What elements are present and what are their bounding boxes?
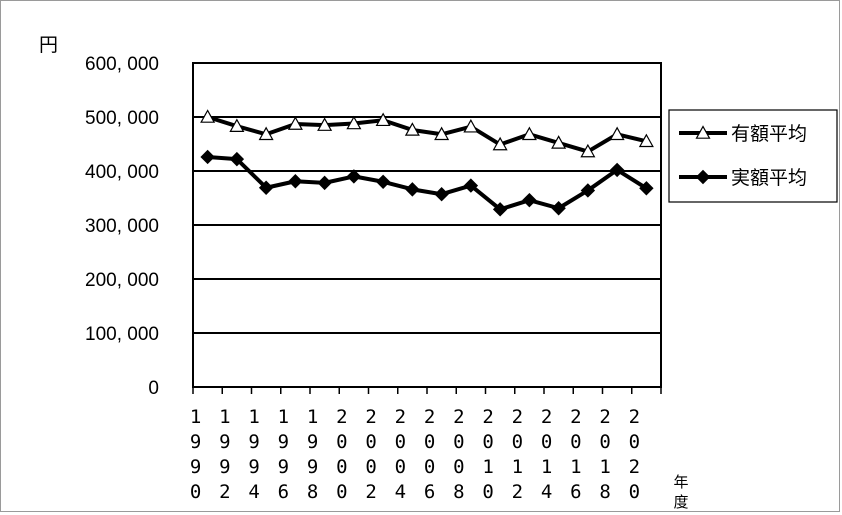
data-point-diamond (463, 178, 479, 193)
data-point-diamond (551, 201, 566, 216)
data-point-diamond (405, 182, 420, 197)
y-tick-label: 600, 000 (85, 54, 159, 75)
data-point-diamond (580, 183, 596, 198)
legend-marker-triangle (695, 125, 711, 139)
series-line-jitsugaku-heikin (207, 154, 648, 212)
data-point-triangle (317, 117, 333, 131)
y-tick-label: 300, 000 (85, 216, 159, 237)
data-point-triangle (287, 116, 303, 130)
y-tick-label: 0 (148, 378, 159, 399)
data-point-diamond (258, 180, 274, 195)
data-point-diamond (522, 192, 537, 208)
data-point-diamond (492, 202, 508, 217)
data-point-diamond (317, 175, 332, 191)
data-point-diamond (288, 174, 303, 189)
series-line-yugaku-heikin (207, 115, 647, 154)
data-point-triangle (463, 118, 479, 133)
data-point-triangle (404, 122, 420, 136)
data-point-triangle (551, 135, 567, 149)
y-tick-label: 200, 000 (85, 270, 159, 291)
data-point-diamond (639, 181, 654, 196)
legend-label: 実額平均 (731, 167, 807, 189)
data-point-diamond (375, 174, 391, 190)
data-point-triangle (492, 136, 508, 151)
data-point-diamond (200, 149, 215, 165)
data-point-diamond (434, 187, 449, 202)
data-point-triangle (229, 118, 245, 132)
data-point-triangle (375, 112, 391, 127)
data-point-triangle (434, 126, 450, 141)
y-tick-label: 100, 000 (85, 324, 159, 345)
data-point-triangle (580, 143, 596, 158)
data-point-diamond (346, 169, 362, 184)
y-axis-unit-label: 円 (39, 34, 58, 56)
data-point-triangle (258, 126, 274, 141)
data-point-triangle (346, 115, 362, 130)
y-tick-label: 500, 000 (85, 108, 159, 129)
legend-label: 有額平均 (731, 123, 807, 145)
data-point-triangle (521, 126, 537, 141)
data-point-diamond (229, 151, 245, 167)
data-point-triangle (638, 133, 654, 148)
x-axis-unit-label: 年度 (673, 473, 688, 511)
legend-box (668, 109, 838, 203)
data-point-triangle (200, 109, 216, 123)
legend-marker-diamond (695, 169, 711, 185)
data-point-diamond (609, 162, 625, 178)
y-tick-label: 400, 000 (85, 162, 159, 183)
data-point-triangle (609, 126, 625, 141)
